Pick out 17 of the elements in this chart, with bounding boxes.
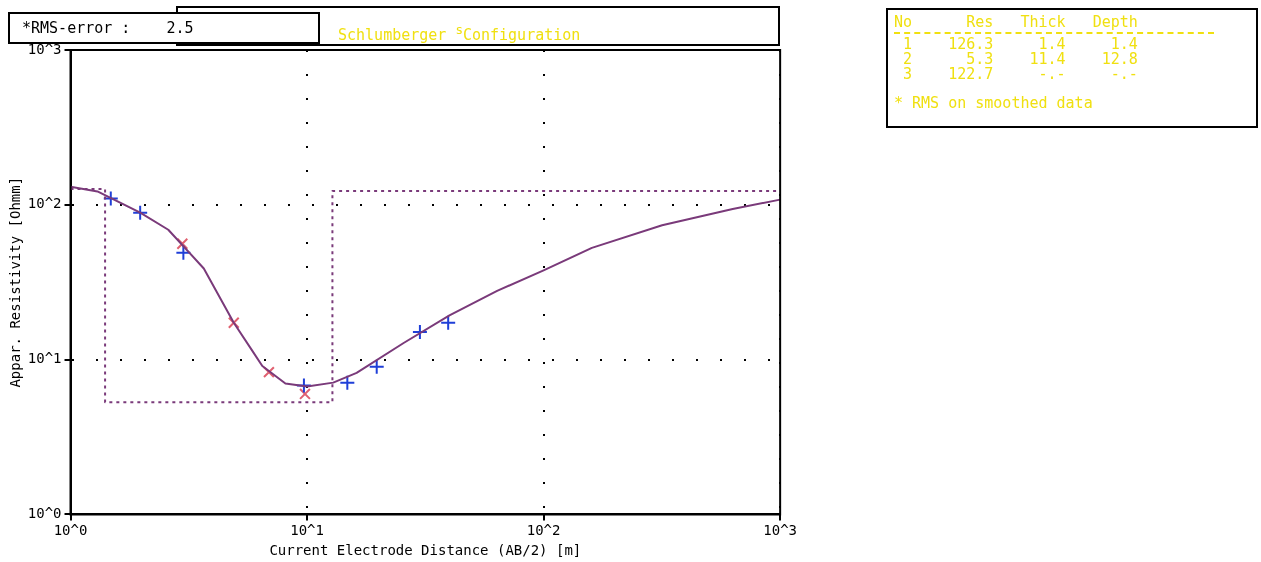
y-axis-title: Appar. Resistivity [Ohmm] xyxy=(7,176,24,388)
x-axis-title: Current Electrode Distance (AB/2) [m] xyxy=(269,542,582,559)
text: 1 126.3 1.4 1.4 xyxy=(902,35,1139,53)
y-tick-label: 10^0 xyxy=(27,505,62,522)
y-tick-label: 10^2 xyxy=(27,195,62,212)
x-tick-label: 10^2 xyxy=(526,522,561,539)
x-tick-label: 10^3 xyxy=(763,522,797,539)
text: *RMS-error : 2.5 xyxy=(22,19,194,37)
x-tick-label: 10^1 xyxy=(290,522,324,539)
text: 3 122.7 -.- -.- xyxy=(902,65,1139,83)
y-tick-label: 10^3 xyxy=(27,40,62,57)
text: No Res Thick Depth xyxy=(894,13,1214,34)
text: 2 5.3 11.4 12.8 xyxy=(902,50,1139,68)
y-tick-label: 10^1 xyxy=(27,350,62,367)
x-tick-label: 10^0 xyxy=(53,522,88,539)
text: * RMS on smoothed data xyxy=(894,94,1094,112)
chart-title: Schlumberger $^{s}$Configuration xyxy=(338,22,581,44)
